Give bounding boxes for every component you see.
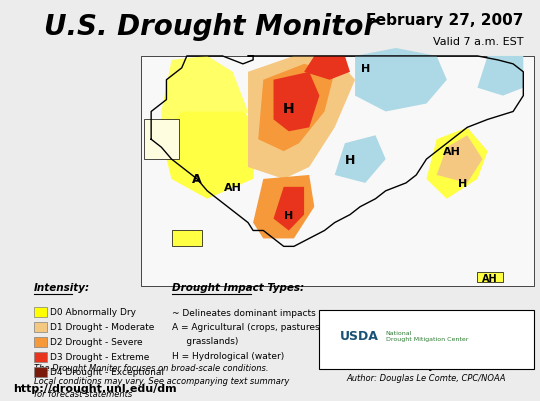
Text: A = Agricultural (crops, pastures,: A = Agricultural (crops, pastures, xyxy=(172,322,322,331)
Text: http://drought.unl.edu/dm: http://drought.unl.edu/dm xyxy=(14,383,177,393)
Text: D4 Drought - Exceptional: D4 Drought - Exceptional xyxy=(50,367,164,376)
Text: D2 Drought - Severe: D2 Drought - Severe xyxy=(50,337,143,346)
Text: Local conditions may vary. See accompanying text summary: Local conditions may vary. See accompany… xyxy=(34,376,289,385)
Polygon shape xyxy=(477,57,523,96)
Text: H = Hydrological (water): H = Hydrological (water) xyxy=(172,351,284,360)
Polygon shape xyxy=(427,128,488,199)
FancyBboxPatch shape xyxy=(319,310,534,369)
Text: Valid 7 a.m. EST: Valid 7 a.m. EST xyxy=(433,37,523,47)
Polygon shape xyxy=(273,73,319,132)
Text: H: H xyxy=(284,210,293,220)
Bar xyxy=(34,337,46,347)
FancyBboxPatch shape xyxy=(144,120,179,160)
Text: The Drought Monitor focuses on broad-scale conditions.: The Drought Monitor focuses on broad-sca… xyxy=(34,363,268,373)
Bar xyxy=(34,367,46,377)
Text: D3 Drought - Extreme: D3 Drought - Extreme xyxy=(50,352,150,361)
Text: ~ Delineates dominant impacts: ~ Delineates dominant impacts xyxy=(172,308,315,317)
Text: for forecast statements: for forecast statements xyxy=(34,389,132,398)
Polygon shape xyxy=(258,65,335,152)
Text: National
Drought Mitigation Center: National Drought Mitigation Center xyxy=(386,330,468,341)
Polygon shape xyxy=(355,49,447,112)
Text: AH: AH xyxy=(443,147,461,157)
Polygon shape xyxy=(161,112,258,199)
Polygon shape xyxy=(437,136,483,183)
Text: grasslands): grasslands) xyxy=(172,336,238,346)
FancyBboxPatch shape xyxy=(141,57,534,286)
Bar xyxy=(34,352,46,362)
Text: AH: AH xyxy=(482,273,498,284)
Text: Author: Douglas Le Comte, CPC/NOAA: Author: Douglas Le Comte, CPC/NOAA xyxy=(347,373,506,382)
Text: February 27, 2007: February 27, 2007 xyxy=(366,13,523,28)
Text: Intensity:: Intensity: xyxy=(34,282,90,292)
FancyBboxPatch shape xyxy=(172,231,202,247)
Polygon shape xyxy=(273,187,304,231)
Polygon shape xyxy=(161,57,248,160)
Text: H: H xyxy=(283,101,295,115)
Text: Released Thursday, March 1, 2007: Released Thursday, March 1, 2007 xyxy=(340,361,514,370)
Polygon shape xyxy=(248,57,355,180)
Text: H: H xyxy=(345,153,355,166)
Polygon shape xyxy=(335,136,386,183)
Polygon shape xyxy=(304,57,350,81)
Bar xyxy=(34,307,46,317)
Text: USDA: USDA xyxy=(340,329,379,342)
Text: AH: AH xyxy=(224,182,242,192)
Text: D0 Abnormally Dry: D0 Abnormally Dry xyxy=(50,307,136,316)
Text: H: H xyxy=(361,64,370,74)
Text: A: A xyxy=(192,173,202,186)
FancyBboxPatch shape xyxy=(477,272,503,282)
Text: H: H xyxy=(457,178,467,188)
Polygon shape xyxy=(253,176,314,239)
Text: Drought Impact Types:: Drought Impact Types: xyxy=(172,282,303,292)
Text: D1 Drought - Moderate: D1 Drought - Moderate xyxy=(50,322,154,331)
Bar xyxy=(34,322,46,332)
Text: U.S. Drought Monitor: U.S. Drought Monitor xyxy=(44,13,377,41)
